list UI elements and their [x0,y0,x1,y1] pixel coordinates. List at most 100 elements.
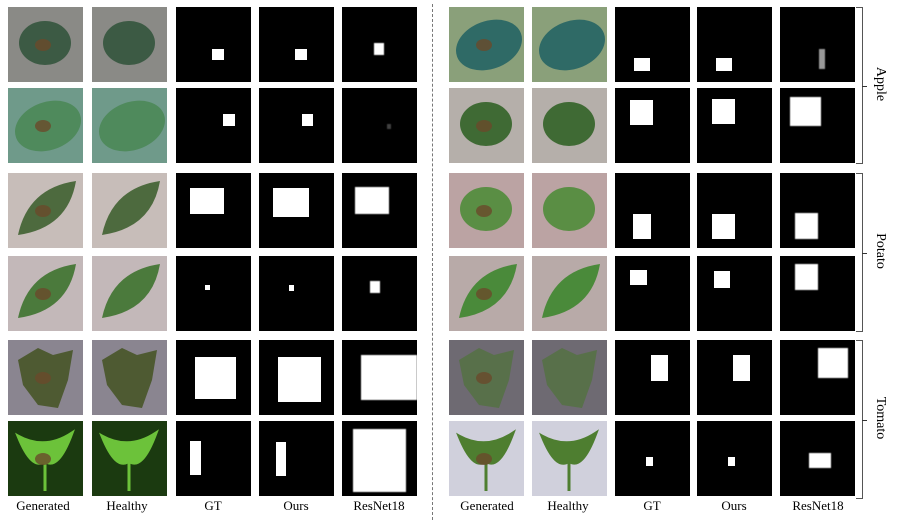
healthy-leaf-image-right-row1 [532,7,607,82]
healthy-leaf-image-left-row5 [92,340,167,415]
panel-divider [432,4,433,520]
generated-leaf-image-right-row2 [449,88,524,163]
gt-mask-right-row1 [615,7,690,82]
mask-region [190,188,224,214]
mask-region [715,58,732,71]
mask-region [727,457,736,466]
mask-region [387,124,391,129]
healthy-leaf-image-right-row4 [532,256,607,331]
ours-mask-right-row1 [697,7,772,82]
generated-leaf-image-left-row4 [8,256,83,331]
mask-region [222,114,236,127]
mask-region [373,43,384,55]
mask-region [713,271,730,288]
generated-leaf-image-left-row5 [8,340,83,415]
gt-mask-right-row4 [615,256,690,331]
resnet18-mask-left-row3 [342,173,417,248]
mask-region [817,347,848,378]
resnet18-mask-right-row6 [780,421,855,496]
resnet18-mask-right-row2 [780,88,855,163]
mask-region [819,49,825,69]
group-label-tomato: Tomato [873,396,888,440]
mask-region [354,187,390,215]
column-label-ours-right: Ours [721,498,747,513]
healthy-leaf-image-left-row2 [92,88,167,163]
generated-leaf-image-right-row4 [449,256,524,331]
column-label-gt-right: GT [643,498,661,513]
mask-region [630,270,647,286]
column-label-ours-left: Ours [283,498,309,513]
gt-mask-left-row4 [176,256,251,331]
gt-mask-left-row2 [176,88,251,163]
generated-leaf-image-left-row2 [8,88,83,163]
resnet18-mask-right-row3 [780,173,855,248]
resnet18-mask-left-row6 [342,421,417,496]
mask-region [289,284,295,291]
gt-mask-right-row5 [615,340,690,415]
mask-region [275,442,286,476]
generated-leaf-image-left-row6 [8,421,83,496]
column-label-generated-right: Generated [460,498,514,513]
mask-region [190,441,201,475]
generated-leaf-image-right-row6 [449,421,524,496]
ours-mask-left-row3 [259,173,334,248]
mask-region [360,355,417,400]
column-label-resnet18-left: ResNet18 [353,498,405,513]
mask-region [301,114,313,127]
mask-region [353,428,406,493]
healthy-leaf-image-right-row3 [532,173,607,248]
mask-region [633,58,651,71]
ours-mask-right-row3 [697,173,772,248]
generated-leaf-image-right-row3 [449,173,524,248]
ours-mask-right-row4 [697,256,772,331]
group-label-potato: Potato [873,233,888,269]
gt-mask-right-row3 [615,173,690,248]
healthy-leaf-image-right-row5 [532,340,607,415]
mask-region [795,212,818,239]
column-label-resnet18-right: ResNet18 [792,498,844,513]
ours-mask-left-row5 [259,340,334,415]
ours-mask-left-row4 [259,256,334,331]
gt-mask-left-row6 [176,421,251,496]
gt-mask-right-row2 [615,88,690,163]
ours-mask-right-row2 [697,88,772,163]
brace-apple [856,7,867,164]
mask-region [194,357,236,399]
mask-region [733,355,750,382]
resnet18-mask-left-row1 [342,7,417,82]
healthy-leaf-image-left-row4 [92,256,167,331]
ours-mask-left-row1 [259,7,334,82]
healthy-leaf-image-left-row1 [92,7,167,82]
mask-region [633,214,651,239]
brace-tomato [856,340,867,499]
mask-region [204,284,210,290]
healthy-leaf-image-left-row3 [92,173,167,248]
resnet18-mask-left-row2 [342,88,417,163]
column-label-healthy-left: Healthy [106,498,148,513]
gt-mask-left-row1 [176,7,251,82]
resnet18-mask-right-row5 [780,340,855,415]
healthy-leaf-image-right-row2 [532,88,607,163]
group-label-apple: Apple [873,66,888,102]
mask-region [795,263,818,290]
column-label-gt-left: GT [204,498,222,513]
ours-mask-left-row2 [259,88,334,163]
generated-leaf-image-left-row1 [8,7,83,82]
ours-mask-left-row6 [259,421,334,496]
mask-region [272,188,309,217]
column-label-healthy-right: Healthy [547,498,589,513]
generated-leaf-image-right-row5 [449,340,524,415]
mask-region [651,355,668,382]
resnet18-mask-right-row4 [780,256,855,331]
generated-leaf-image-left-row3 [8,173,83,248]
ours-mask-right-row5 [697,340,772,415]
mask-region [277,356,322,402]
mask-region [789,97,822,126]
ours-mask-right-row6 [697,421,772,496]
mask-region [645,457,654,466]
mask-region [295,49,307,60]
mask-region [212,49,224,60]
healthy-leaf-image-left-row6 [92,421,167,496]
mask-region [712,214,735,239]
healthy-leaf-image-right-row6 [532,421,607,496]
